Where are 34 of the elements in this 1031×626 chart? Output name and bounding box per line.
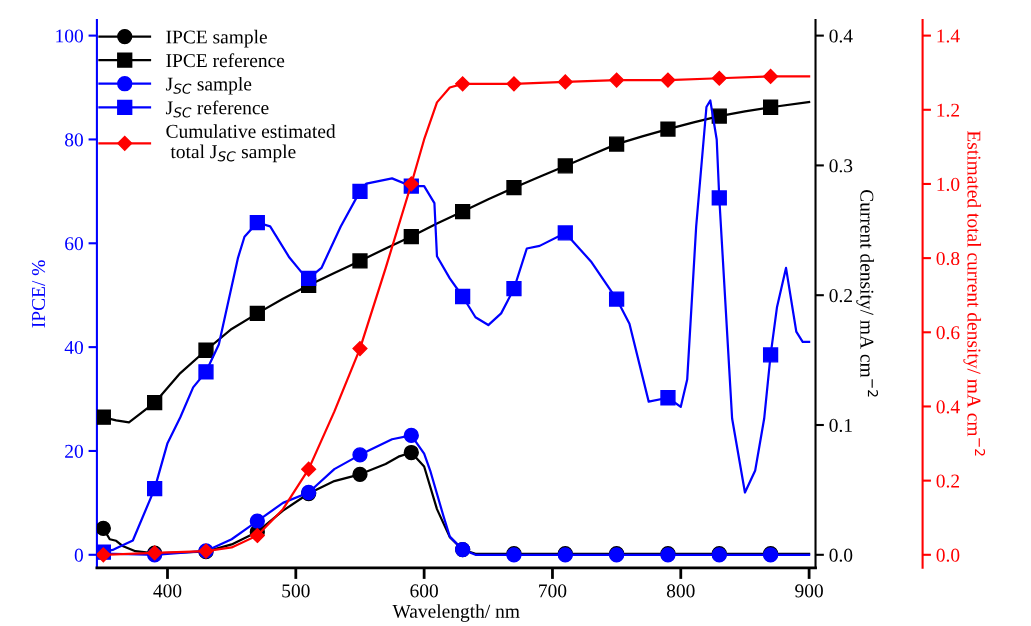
y3-tick-label: 0.4 [936, 400, 960, 414]
y2-tick-label: 0.1 [829, 418, 852, 433]
y-tick-label: 20 [65, 444, 83, 458]
y3-tick-label: 0.2 [936, 474, 960, 488]
x-axis-title: Wavelength/ nm [392, 604, 520, 622]
legend-label: J$_{SC}$ sample [165, 76, 252, 95]
y3-tick-label: 1.2 [937, 103, 960, 117]
legend-label: J$_{SC}$ reference [165, 100, 269, 118]
y-axis-title: IPCE/ % [31, 260, 46, 328]
x-tick-label: 400 [153, 584, 182, 598]
y3-tick-label: 0.6 [936, 326, 960, 340]
y2-tick-label: 0.2 [829, 289, 852, 303]
y3-tick-label: 1.4 [937, 29, 960, 43]
x-tick-label: 500 [282, 584, 310, 598]
y-tick-label: 40 [64, 340, 83, 355]
y-tick-label: 0 [74, 548, 83, 562]
y2-tick-label: 0.4 [829, 29, 853, 43]
y-tick-label: 100 [56, 29, 83, 43]
legend-label: IPCE reference [166, 53, 285, 68]
y3-tick-label: 0.8 [936, 251, 960, 266]
y3-tick-label: 0.0 [936, 548, 960, 562]
y3-tick-label: 1.0 [937, 177, 960, 191]
legend-label: IPCE sample [166, 29, 267, 48]
y2-axis-title: Current density/ mA cm$^{−2}$ [856, 190, 879, 397]
y2-tick-label: 0.0 [829, 548, 853, 562]
x-tick-label: 700 [539, 584, 567, 598]
legend-label: Cumulative estimated total J$_{SC}$ sample [166, 124, 336, 163]
x-tick-label: 800 [666, 584, 695, 598]
y2-tick-label: 0.3 [829, 159, 853, 173]
x-tick-label: 600 [410, 584, 438, 598]
y3-axis-title: Estimated total current density/ mA cm$^{−2}$ [963, 130, 986, 456]
x-tick-label: 900 [795, 584, 823, 598]
y-tick-label: 60 [65, 237, 83, 251]
y-tick-label: 80 [65, 133, 83, 147]
